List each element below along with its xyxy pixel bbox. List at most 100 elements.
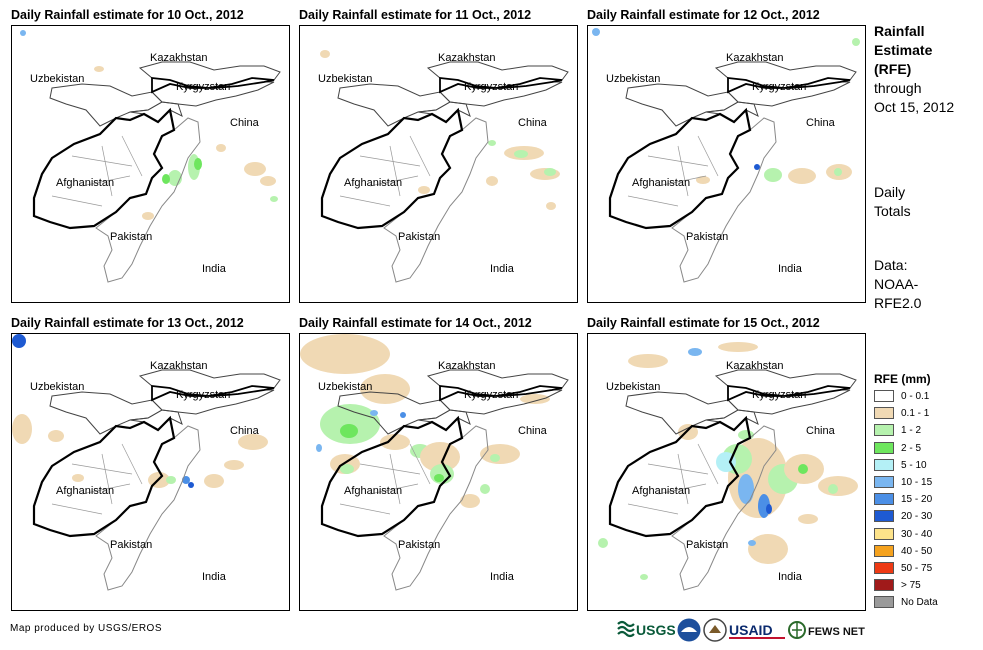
rainfall-cell	[640, 574, 648, 580]
panel-title: Daily Rainfall estimate for 14 Oct., 201…	[299, 316, 532, 330]
legend-label: 0.1 - 1	[901, 408, 930, 420]
rainfall-cell	[764, 168, 782, 182]
country-label-china: China	[230, 117, 260, 129]
country-label-pakistan: Pakistan	[398, 231, 440, 243]
province-border	[81, 175, 131, 187]
province-border	[51, 195, 103, 207]
country-label-pakistan: Pakistan	[110, 539, 152, 551]
country-label-pakistan: Pakistan	[398, 539, 440, 551]
rainfall-cell	[738, 430, 754, 440]
country-label-kazakhstan: Kazakhstan	[726, 52, 783, 64]
province-border	[697, 443, 719, 485]
rainfall-cell	[546, 202, 556, 210]
legend-swatch	[874, 544, 894, 557]
rainfall-cell	[748, 534, 788, 564]
country-label-india: India	[490, 571, 515, 583]
rainfall-cell	[188, 482, 194, 488]
map-canvas: Kazakhstan Uzbekistan Kyrgyzstan China Afgha…	[12, 334, 281, 591]
rainfall-cell	[544, 168, 556, 176]
description-title: Estimate	[874, 42, 933, 58]
country-label-uzbekistan: Uzbekistan	[318, 73, 372, 85]
rainfall-cell	[486, 176, 498, 186]
rainfall-cell	[718, 342, 758, 352]
rainfall-map: Kazakhstan Uzbekistan Kyrgyzstan China Afgha…	[11, 333, 290, 611]
country-label-china: China	[518, 117, 548, 129]
province-border	[51, 503, 103, 515]
data-source: Data: NOAA- RFE2.0	[874, 256, 921, 313]
country-label-india: India	[778, 263, 803, 275]
uzbekistan-border	[625, 83, 739, 127]
country-label-afghanistan: Afghanistan	[632, 485, 690, 497]
rainfall-cell	[834, 168, 842, 176]
rainfall-cell	[166, 476, 176, 484]
rainfall-cell	[818, 476, 858, 496]
legend-swatch	[874, 510, 894, 523]
afghanistan-border	[608, 415, 752, 538]
description-title: (RFE)	[874, 61, 912, 77]
province-border	[657, 175, 707, 187]
legend-swatch	[874, 579, 894, 592]
legend-label: 5 - 10	[901, 459, 927, 471]
data-source-text: NOAA-	[874, 276, 919, 292]
tajikistan-border	[705, 101, 759, 123]
rainfall-cell	[244, 162, 266, 176]
rainfall-cell	[748, 540, 756, 546]
country-label-uzbekistan: Uzbekistan	[606, 381, 660, 393]
province-border	[81, 483, 131, 495]
legend-label: No Data	[901, 597, 938, 609]
data-source-text: RFE2.0	[874, 295, 922, 311]
afghanistan-border	[320, 415, 464, 538]
country-label-kazakhstan: Kazakhstan	[438, 360, 495, 372]
rainfall-cell	[12, 334, 26, 348]
rainfall-map: Kazakhstan Uzbekistan Kyrgyzstan China Afgha…	[587, 333, 866, 611]
uzbekistan-border	[49, 83, 163, 127]
rainfall-map: Kazakhstan Uzbekistan Kyrgyzstan China Afgha…	[11, 25, 290, 303]
rainfall-cell	[48, 430, 64, 442]
country-label-kyrgyzstan: Kyrgyzstan	[176, 81, 230, 93]
rainfall-cell	[434, 474, 444, 482]
totals-text: Daily	[874, 184, 906, 200]
kyrgyzstan-outline	[727, 76, 851, 94]
pakistan-border	[95, 117, 201, 283]
kyrgyzstan-outline	[151, 384, 275, 402]
map-canvas: Kazakhstan Uzbekistan Kyrgyzstan China Afgha…	[20, 30, 281, 283]
rainfall-cell	[628, 354, 668, 368]
panel-title: Daily Rainfall estimate for 12 Oct., 201…	[587, 8, 820, 22]
rainfall-cell	[162, 174, 170, 184]
rainfall-cell	[194, 158, 202, 170]
rainfall-cell	[688, 348, 702, 356]
afghanistan-border	[32, 415, 176, 538]
usgs-logo-text: USGS	[636, 622, 675, 638]
province-border	[697, 135, 719, 177]
afghanistan-border	[608, 107, 752, 230]
country-label-india: India	[202, 571, 227, 583]
legend-label: 2 - 5	[901, 442, 922, 454]
kyrgyzstan-outline	[151, 76, 275, 94]
country-label-kyrgyzstan: Kyrgyzstan	[176, 389, 230, 401]
tajikistan-border	[417, 101, 471, 123]
rainfall-cell	[316, 444, 322, 452]
panel-title: Daily Rainfall estimate for 11 Oct., 201…	[299, 8, 532, 22]
province-border	[657, 483, 707, 495]
province-border	[71, 463, 133, 475]
rainfall-cell	[320, 404, 380, 444]
country-label-india: India	[202, 263, 227, 275]
rainfall-cell	[94, 66, 104, 72]
rainfall-cell	[12, 414, 32, 444]
country-label-china: China	[518, 425, 548, 437]
legend-swatch	[874, 390, 894, 402]
province-border	[101, 453, 113, 505]
legend-swatch	[874, 562, 894, 574]
legend-swatch	[874, 458, 894, 471]
doi-logo	[703, 618, 727, 642]
province-border	[677, 453, 689, 505]
province-border	[647, 463, 709, 475]
legend-label: 50 - 75	[901, 563, 933, 574]
tajikistan-border	[129, 101, 183, 123]
rainfall-cell	[260, 176, 276, 186]
country-label-pakistan: Pakistan	[686, 539, 728, 551]
rainfall-cell	[480, 484, 490, 494]
kyrgyzstan-outline	[439, 76, 563, 94]
usgs-logo: USGS	[617, 618, 676, 642]
rainfall-cell	[270, 196, 278, 202]
